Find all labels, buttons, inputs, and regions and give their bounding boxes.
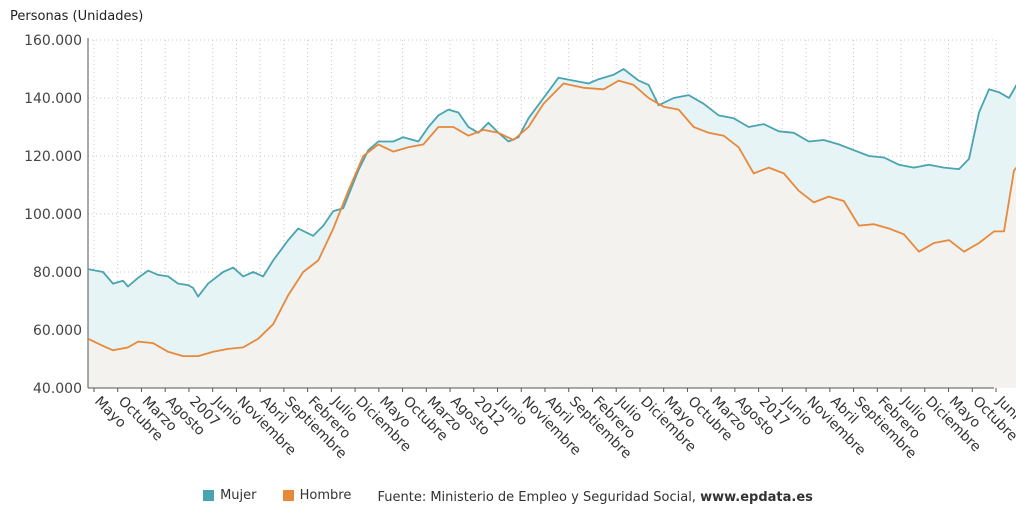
chart-svg: 40.000 60.000 80.000 100.000 120.000 140.000 1… — [24, 33, 1016, 462]
legend-swatch-mujer — [203, 490, 215, 501]
legend-item-mujer[interactable]: Mujer — [203, 488, 257, 503]
y-tick-label: 140.000 — [24, 91, 82, 107]
y-axis-title: Personas (Unidades) — [10, 9, 144, 24]
legend-item-hombre[interactable]: Hombre — [282, 488, 352, 503]
y-tick-label: 40.000 — [33, 381, 82, 397]
line-hombre — [87, 79, 1016, 357]
y-tick-label: 100.000 — [24, 207, 82, 223]
area-hombre — [88, 80, 1016, 388]
line-mujer — [87, 68, 1016, 298]
y-tick-label: 160.000 — [24, 33, 82, 49]
legend: Mujer Hombre Fuente: Ministerio de Emple… — [0, 488, 1016, 505]
legend-label-hombre: Hombre — [299, 488, 352, 503]
y-tick-label: 120.000 — [24, 149, 82, 165]
source-site: www.epdata.es — [700, 490, 813, 505]
legend-label-mujer: Mujer — [220, 488, 257, 503]
y-tick-label: 80.000 — [33, 265, 82, 281]
legend-swatch-hombre — [282, 490, 294, 501]
y-tick-label: 60.000 — [33, 323, 82, 339]
source-label: Fuente: Ministerio de Empleo y Seguridad… — [377, 490, 701, 505]
source-note: Fuente: Ministerio de Empleo y Seguridad… — [377, 490, 812, 505]
